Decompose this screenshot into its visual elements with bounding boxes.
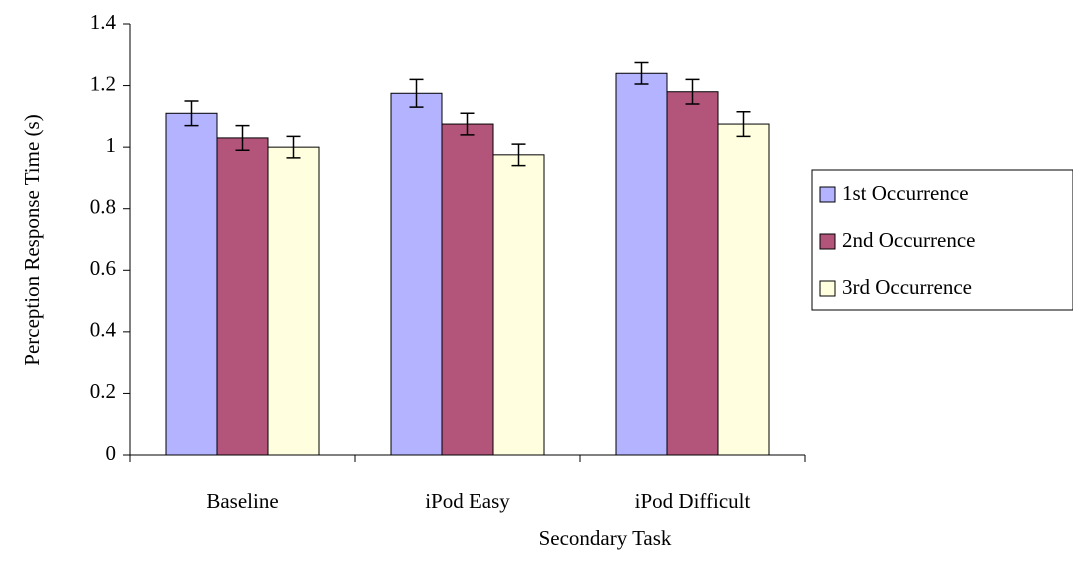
error-bar [184, 100, 199, 127]
error-bar [235, 124, 250, 151]
legend-swatch [819, 186, 836, 203]
error-bar [736, 110, 751, 138]
bar [216, 137, 269, 456]
error-bar [286, 135, 301, 159]
y-tick-label: 1.4 [90, 10, 117, 34]
x-tick-label: iPod Easy [425, 489, 510, 513]
y-tick-label: 0 [106, 441, 117, 465]
x-tick-label: iPod Difficult [635, 489, 751, 513]
error-bar [634, 61, 649, 85]
bar [717, 123, 770, 456]
bar [267, 146, 320, 456]
legend-box [811, 169, 1073, 311]
y-tick-label: 1 [106, 133, 117, 157]
y-tick-label: 1.2 [90, 71, 116, 95]
y-axis-label: Perception Response Time (s) [20, 114, 44, 365]
error-bar [511, 143, 526, 167]
bar [390, 92, 443, 456]
legend-swatch [819, 233, 836, 250]
bar [165, 112, 218, 456]
y-tick-label: 0.8 [90, 195, 116, 219]
legend-label: 1st Occurrence [842, 181, 969, 205]
x-tick-label: Baseline [206, 489, 278, 513]
bar [666, 91, 719, 456]
legend-label: 3rd Occurrence [842, 275, 972, 299]
bar [492, 154, 545, 456]
x-axis-label: Secondary Task [539, 526, 672, 550]
error-bar [685, 78, 700, 105]
legend-label: 2nd Occurrence [842, 228, 976, 252]
legend-swatch [819, 280, 836, 297]
bar [441, 123, 494, 456]
bar [615, 72, 668, 456]
y-tick-label: 0.4 [90, 318, 117, 342]
y-tick-label: 0.6 [90, 256, 116, 280]
error-bar [460, 112, 475, 136]
error-bar [409, 78, 424, 108]
y-tick-label: 0.2 [90, 379, 116, 403]
